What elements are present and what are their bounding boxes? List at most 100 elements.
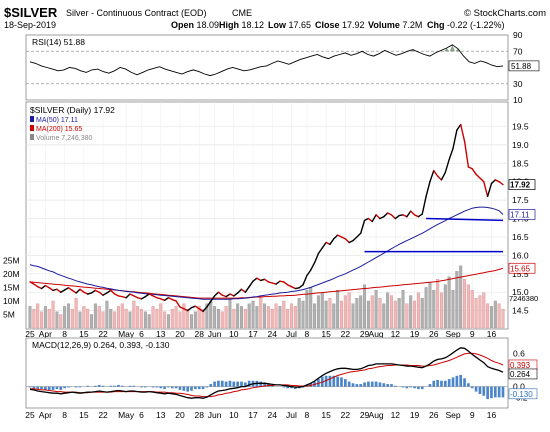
price-segment [471, 168, 477, 176]
x-tick-label: Sep [445, 329, 460, 339]
volume-tick-label: 20M [3, 269, 20, 279]
volume-bar [470, 289, 474, 329]
macd-histogram-bar [474, 386, 478, 392]
chart-symbol: $SILVER [4, 5, 58, 20]
price-tick-label: 19.5 [512, 121, 529, 131]
volume-bar [459, 265, 463, 329]
macd-histogram-bar [336, 376, 339, 387]
price-segment [486, 182, 493, 198]
macd-histogram-bar [217, 380, 220, 387]
x-tick-label: 17 [248, 410, 258, 420]
macd-histogram-bar [478, 386, 482, 395]
price-segment [452, 129, 458, 150]
volume-bar [163, 311, 167, 329]
price-segment [363, 217, 370, 222]
price-segment [444, 158, 450, 174]
x-tick-label: 24 [268, 410, 278, 420]
macd-histogram-bar [228, 380, 232, 387]
volume-bar [393, 300, 397, 329]
legend-entry: MA(50) 17.11 [36, 117, 78, 124]
volume-bar [301, 300, 305, 329]
volume-bar [51, 300, 55, 329]
macd-tick-label: 0.6 [513, 348, 525, 358]
volume-bar [278, 306, 282, 329]
x-tick-label: 25 [25, 410, 35, 420]
price-segment [421, 195, 427, 215]
volume-bar [236, 303, 240, 329]
volume-bar [313, 303, 317, 329]
volume-bar [293, 306, 297, 329]
x-tick-label: 19 [410, 329, 420, 339]
price-segment [283, 281, 289, 286]
price-segment [56, 288, 62, 293]
price-segment [413, 214, 420, 218]
x-tick-label: May [118, 410, 135, 420]
chart-name: Silver - Continuous Contract (EOD) [66, 8, 207, 18]
price-segment [102, 292, 108, 296]
volume-bar [32, 308, 36, 329]
volume-bar [128, 311, 132, 329]
price-segment [194, 305, 200, 310]
volume-bar [463, 279, 467, 329]
macd-histogram-bar [178, 386, 182, 390]
ohlc-item: Low 17.65 [268, 20, 311, 30]
volume-bar [186, 308, 190, 329]
volume-bar [382, 303, 386, 329]
macd-histogram-bar [328, 375, 332, 387]
volume-bar [70, 308, 74, 329]
price-segment [60, 289, 66, 293]
volume-bar [401, 289, 405, 329]
volume-bar [336, 289, 340, 329]
price-segment [229, 293, 235, 297]
volume-bar [220, 311, 224, 329]
volume-bar [78, 311, 82, 329]
price-segment [186, 306, 193, 312]
legend-price: $SILVER (Daily) 17.92 [30, 105, 115, 115]
macd-histogram-bar [470, 386, 474, 389]
macd-legend: MACD(12,26,9) 0.264, 0.393, -0.130 [32, 340, 170, 350]
volume-bar [370, 295, 374, 329]
volume-bar [182, 303, 186, 329]
price-segment [402, 214, 408, 218]
macd-histogram-bar [440, 380, 443, 387]
volume-bar [413, 300, 417, 329]
price-segment [417, 213, 423, 218]
price-segment [152, 295, 158, 299]
macd-histogram-bar [236, 381, 239, 387]
macd-histogram-bar [436, 379, 439, 387]
volume-bar [259, 295, 263, 329]
price-segment [348, 239, 354, 244]
price-segment [225, 293, 231, 298]
volume-bar [151, 306, 155, 329]
price-segment [286, 284, 293, 288]
volume-bar [193, 311, 197, 329]
x-tick-label: Jul [286, 329, 297, 339]
price-segment [206, 300, 212, 308]
x-tick-label: 26 [429, 410, 439, 420]
volume-bar [420, 298, 424, 329]
volume-last-label: 7246380 [509, 294, 538, 303]
macd-histogram-bar [386, 384, 389, 387]
price-segment [140, 295, 147, 300]
volume-bar [389, 295, 393, 329]
x-tick-label: 13 [156, 410, 166, 420]
volume-bar [201, 308, 205, 329]
macd-histogram-bar [490, 386, 493, 399]
price-segment [290, 285, 297, 290]
ma200-line [29, 267, 504, 299]
price-segment [275, 280, 281, 285]
macd-histogram-bar [128, 385, 132, 387]
price-segment [213, 291, 220, 297]
macd-histogram-bar [428, 384, 432, 387]
macd-histogram-bar [63, 386, 66, 389]
volume-bar [66, 303, 70, 329]
legend-entry: Volume 7,246,380 [36, 135, 93, 142]
price-segment [490, 179, 497, 185]
macd-histogram-bar [109, 385, 113, 387]
price-segment [29, 281, 35, 285]
support-trendline-upper [426, 217, 504, 222]
price-segment [310, 262, 316, 271]
macd-last-label: 0.264 [510, 370, 531, 379]
macd-histogram-bar [74, 386, 78, 388]
